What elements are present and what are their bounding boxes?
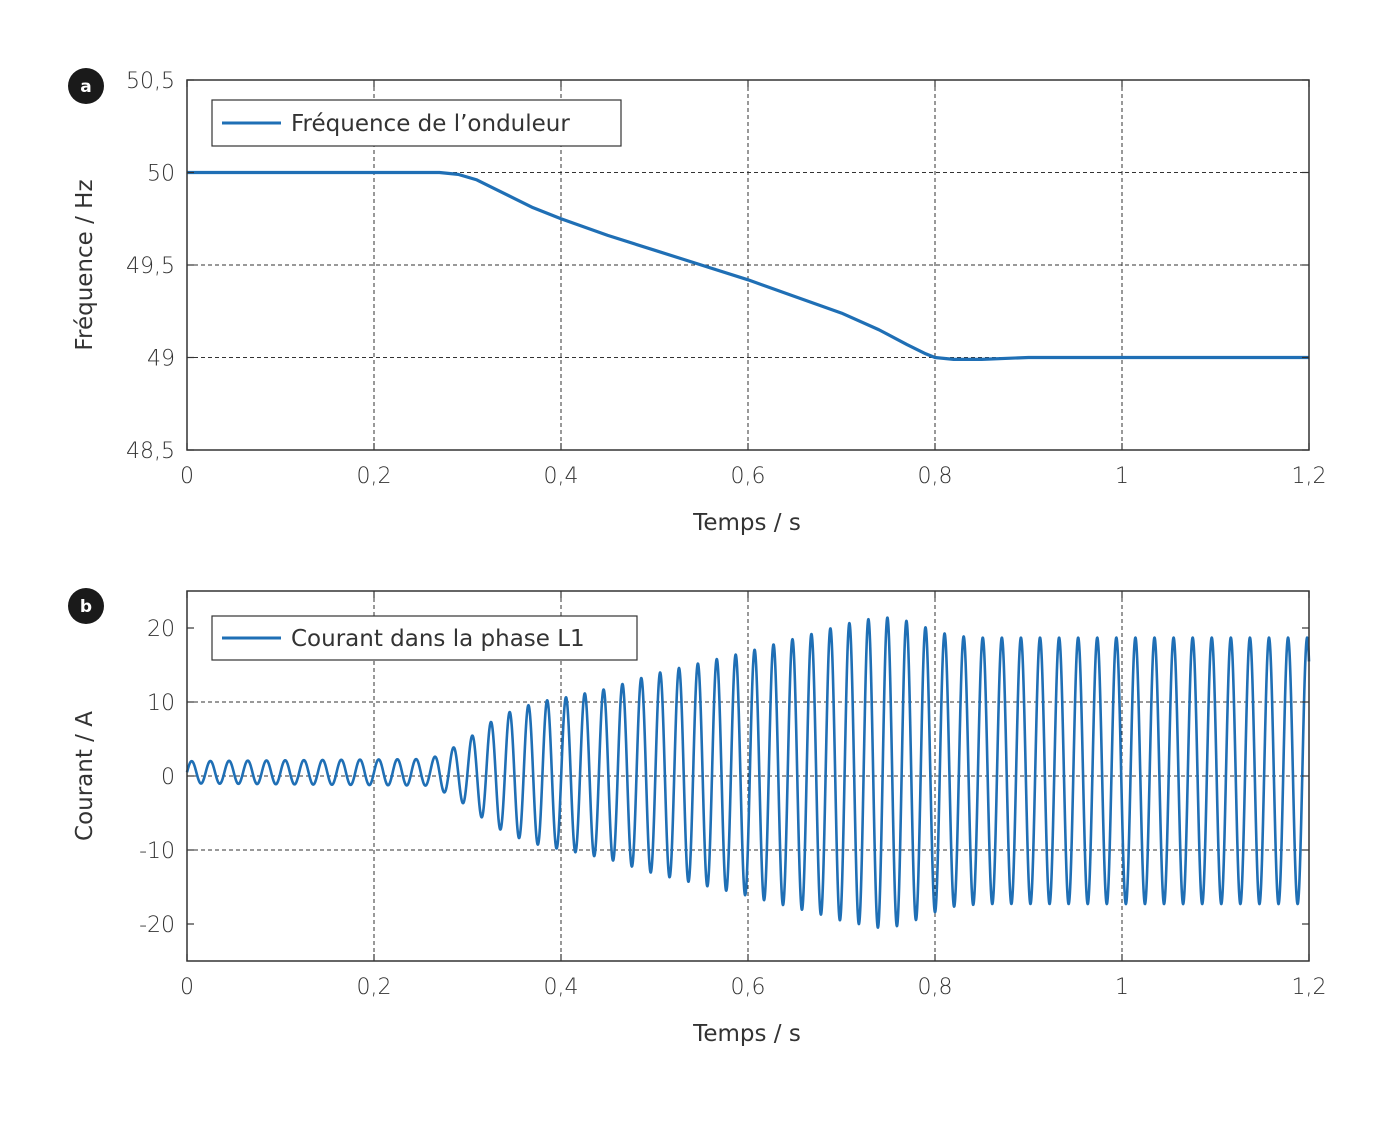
panel-b-badge-circle <box>68 588 104 624</box>
panel-b-badge-label: b <box>80 597 92 617</box>
panel-b-legend-label: Courant dans la phase L1 <box>291 626 585 652</box>
panel-a-y-tick-label: 49 <box>147 347 175 372</box>
panel-a-x-axis-label: Temps / s <box>692 510 801 536</box>
panel-a-frequency-chart: 0 0,2 0,4 0,6 0,8 1 1,2 48,5 49 49,5 50 50,5 Fréqu… <box>68 68 1327 536</box>
panel-a-x-tick-labels: 0 0,2 0,4 0,6 0,8 1 1,2 <box>180 464 1327 489</box>
panel-a-y-tick-labels: 48,5 49 49,5 50 50,5 <box>126 69 175 464</box>
panel-b-ticks <box>186 591 1310 961</box>
panel-b-series <box>185 616 1311 929</box>
panel-a-ticks <box>186 79 1310 451</box>
panel-b-x-tick-label: 1,2 <box>1292 975 1327 1000</box>
panel-a-y-tick-label: 49,5 <box>126 254 175 279</box>
panel-a-y-tick-label: 50 <box>147 162 175 187</box>
panel-b-x-tick-label: 0 <box>180 975 194 1000</box>
panel-a-badge-label: a <box>80 77 91 97</box>
panel-b-badge: b <box>68 588 104 624</box>
panel-b-x-tick-label: 1 <box>1115 975 1129 1000</box>
panel-a-y-tick-label: 48,5 <box>126 439 175 464</box>
panel-b-x-tick-label: 0,8 <box>918 975 953 1000</box>
panel-b-legend: Courant dans la phase L1 <box>211 615 638 661</box>
panel-b-x-axis-label: Temps / s <box>692 1021 801 1047</box>
panel-b-legend-box <box>211 615 638 661</box>
current-series-line <box>185 616 1311 929</box>
panel-b-y-axis-label: Courant / A <box>72 711 98 841</box>
panel-a-x-tick-label: 0,8 <box>918 464 953 489</box>
panel-b-y-tick-label: 20 <box>147 617 175 642</box>
panel-b-current-chart: 0 0,2 0,4 0,6 0,8 1 1,2 -20 -10 0 10 20 Courant da… <box>68 588 1327 1047</box>
panel-b-y-tick-label: -10 <box>139 839 175 864</box>
panel-a-x-tick-label: 0,2 <box>357 464 392 489</box>
panel-a-legend-label: Fréquence de l’onduleur <box>291 111 570 137</box>
frequency-series-line <box>187 170 1309 361</box>
panel-a-x-tick-label: 0,6 <box>731 464 766 489</box>
panel-b-y-tick-labels: -20 -10 0 10 20 <box>139 617 175 938</box>
panel-b-y-tick-label: 10 <box>147 691 175 716</box>
panel-a-legend: Fréquence de l’onduleur <box>211 99 622 147</box>
panel-a-series <box>187 170 1309 361</box>
panel-b-x-tick-label: 0,6 <box>731 975 766 1000</box>
panel-b-x-tick-label: 0,2 <box>357 975 392 1000</box>
panel-a-x-tick-label: 1 <box>1115 464 1129 489</box>
panel-a-badge-circle <box>68 68 104 104</box>
panel-a-y-axis-label: Fréquence / Hz <box>72 179 98 350</box>
panel-a-x-tick-label: 1,2 <box>1292 464 1327 489</box>
panel-a-x-tick-label: 0 <box>180 464 194 489</box>
panel-b-x-tick-label: 0,4 <box>544 975 579 1000</box>
panel-b-y-tick-label: 0 <box>161 765 175 790</box>
panel-a-y-tick-label: 50,5 <box>126 69 175 94</box>
panel-a-badge: a <box>68 68 104 104</box>
panel-a-x-tick-label: 0,4 <box>544 464 579 489</box>
panel-b-x-tick-labels: 0 0,2 0,4 0,6 0,8 1 1,2 <box>180 975 1327 1000</box>
panel-b-y-tick-label: -20 <box>139 913 175 938</box>
